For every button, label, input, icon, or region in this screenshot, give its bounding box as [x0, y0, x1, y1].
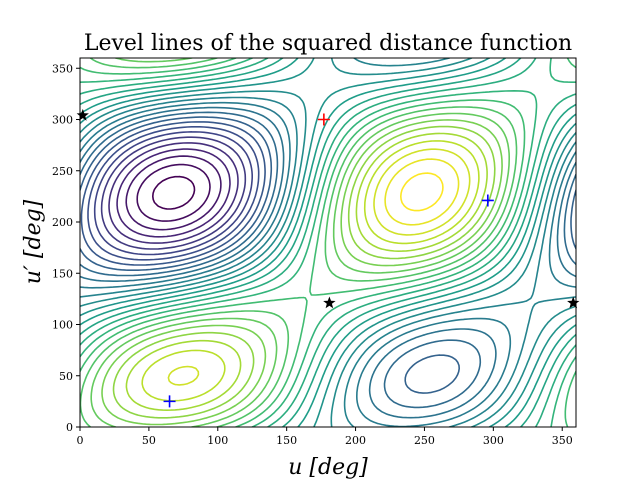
contour-level [80, 58, 576, 427]
contour-level [384, 158, 460, 226]
plot-frame [79, 57, 577, 428]
contour-level [108, 142, 239, 244]
contour-level [101, 119, 503, 426]
x-tick-label: 0 [77, 434, 84, 447]
x-axis-label: u [deg] [288, 455, 368, 480]
x-tick-label: 350 [552, 434, 573, 447]
contour-level [80, 58, 576, 427]
contour-level [141, 140, 480, 402]
contour-level [80, 58, 576, 427]
y-tick-label: 150 [52, 267, 73, 280]
contour-level [116, 148, 231, 238]
contour-level [80, 58, 518, 427]
y-tick-label: 200 [52, 216, 73, 229]
contour-level [125, 132, 488, 411]
contour-level [87, 126, 260, 261]
contour-level [167, 148, 471, 386]
x-tick-label: 300 [483, 434, 504, 447]
y-tick-label: 50 [59, 370, 73, 383]
x-tick-label: 50 [142, 434, 156, 447]
minimum-marker [481, 194, 494, 207]
y-tick-label: 350 [52, 62, 73, 75]
maximum-marker [317, 113, 330, 126]
contour-level [80, 58, 576, 427]
y-axis-ticks: 0 50 100 150 200 250 300 350 [52, 62, 80, 434]
x-tick-label: 100 [207, 434, 228, 447]
contour-level [80, 106, 576, 419]
contour-level [100, 136, 247, 250]
saddle-marker [323, 296, 336, 309]
contour-level [80, 58, 576, 427]
y-tick-label: 100 [52, 319, 73, 332]
contour-level [90, 58, 510, 427]
x-tick-label: 250 [414, 434, 435, 447]
point-markers [76, 108, 580, 408]
y-tick-label: 0 [66, 421, 73, 434]
x-tick-label: 200 [345, 434, 366, 447]
x-axis-ticks: 0 50 100 150 200 250 300 350 [77, 427, 573, 447]
contour-level [80, 121, 266, 266]
saddle-marker [76, 108, 89, 121]
contour-level [80, 58, 576, 427]
contour-level [80, 101, 576, 427]
contour-level [152, 175, 196, 210]
contour-level [80, 111, 576, 409]
contour-level [125, 155, 222, 231]
saddle-marker [567, 296, 580, 309]
contour-level [400, 172, 444, 212]
chart-title: Level lines of the squared distance func… [84, 31, 572, 56]
contour-level [93, 131, 253, 256]
contour-level [80, 116, 576, 394]
minimum-marker [163, 395, 176, 408]
y-tick-label: 250 [52, 165, 73, 178]
contour-level [136, 163, 211, 222]
contour-level [112, 125, 496, 419]
y-axis-label: u′ [deg] [21, 199, 46, 284]
x-tick-label: 150 [276, 434, 297, 447]
y-tick-label: 300 [52, 114, 73, 127]
